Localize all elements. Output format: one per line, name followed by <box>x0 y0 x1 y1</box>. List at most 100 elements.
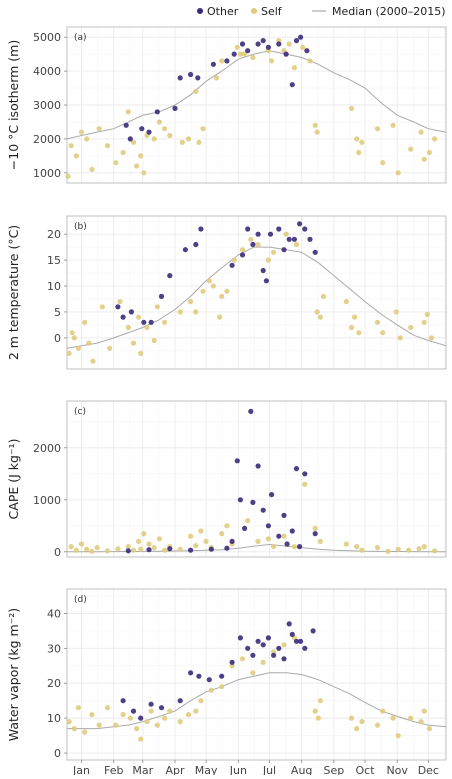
point-self-3-40 <box>374 545 381 551</box>
point-other-3-15 <box>265 523 271 529</box>
point-other-1-5 <box>154 109 160 115</box>
point-self-2-13 <box>136 314 142 320</box>
point-other-2-11 <box>229 262 235 268</box>
point-other-1-21 <box>293 38 300 44</box>
point-other-1-23 <box>304 48 310 54</box>
point-other-4-11 <box>229 659 235 665</box>
point-other-2-13 <box>245 226 251 232</box>
ytick-label-2-1: 0 <box>54 332 61 345</box>
point-self-2-18 <box>162 319 168 325</box>
point-self-2-32 <box>265 257 271 263</box>
panel-frame-4 <box>66 588 447 761</box>
point-self-1-47 <box>380 160 386 166</box>
legend-label-2: Self <box>261 5 283 18</box>
point-self-2-38 <box>320 293 327 299</box>
point-self-2-26 <box>219 293 225 299</box>
point-other-3-14 <box>260 507 266 513</box>
panel-tag-3: (c) <box>74 407 86 417</box>
point-self-3-25 <box>219 531 225 537</box>
point-self-3-38 <box>354 544 360 550</box>
point-self-3-22 <box>198 528 204 534</box>
point-self-2-6 <box>86 340 92 346</box>
point-other-1-14 <box>245 48 251 54</box>
panel-frame-3 <box>66 400 447 558</box>
point-other-1-16 <box>260 38 266 44</box>
point-self-4-11 <box>134 726 140 732</box>
point-self-1-29 <box>237 51 243 57</box>
point-self-1-8 <box>104 143 111 149</box>
legend-item-1: Other <box>197 5 239 18</box>
legend: Other Self Median (2000–2015) <box>197 5 446 18</box>
point-other-4-24 <box>298 638 304 644</box>
point-other-2-6 <box>158 293 165 299</box>
xtick-label-9: Sep <box>323 764 344 775</box>
point-self-1-10 <box>120 149 126 156</box>
point-self-1-50 <box>408 146 414 152</box>
point-other-3-3 <box>167 546 173 552</box>
point-other-3-17 <box>276 533 282 539</box>
point-self-3-43 <box>406 547 412 553</box>
point-self-1-13 <box>134 163 140 169</box>
point-self-2-45 <box>393 309 399 315</box>
point-self-3-28 <box>245 518 251 524</box>
panel-tag-1: (a) <box>74 33 87 43</box>
point-other-3-1 <box>125 548 131 554</box>
point-self-3-39 <box>359 547 365 553</box>
point-self-3-36 <box>317 538 323 545</box>
point-self-3-31 <box>271 544 277 550</box>
xtick-label-4: Apr <box>165 764 185 775</box>
point-self-4-42 <box>418 719 424 725</box>
point-self-4-39 <box>390 715 396 721</box>
point-self-4-40 <box>395 733 401 739</box>
point-other-4-19 <box>276 645 282 651</box>
point-self-3-12 <box>138 546 144 552</box>
point-self-1-23 <box>193 88 199 94</box>
point-self-2-35 <box>293 241 300 248</box>
ytick-label-3-2: 1000 <box>33 494 61 507</box>
point-self-1-39 <box>307 58 313 64</box>
point-other-3-2 <box>146 547 152 553</box>
point-other-3-21 <box>293 466 300 472</box>
ytick-label-2-3: 10 <box>47 280 61 293</box>
point-other-4-12 <box>237 635 243 641</box>
series-self-1 <box>65 38 438 179</box>
ytick-label-3-3: 2000 <box>33 442 61 455</box>
point-self-1-51 <box>418 129 424 135</box>
point-self-2-7 <box>90 358 96 364</box>
point-other-4-20 <box>281 656 287 662</box>
point-self-1-19 <box>162 126 168 132</box>
legend-item-3: Median (2000–2015) <box>312 5 446 18</box>
point-other-3-13 <box>255 463 261 469</box>
point-self-1-31 <box>250 54 256 61</box>
point-other-2-20 <box>281 247 287 253</box>
point-other-1-20 <box>289 82 295 88</box>
series-other-2 <box>115 221 318 325</box>
ylabel-4: Water vapor (kg m⁻²) <box>6 608 21 741</box>
point-self-1-4 <box>78 129 85 135</box>
point-self-4-18 <box>177 719 183 725</box>
point-self-1-37 <box>291 65 297 71</box>
point-self-4-34 <box>348 715 355 721</box>
point-self-3-30 <box>265 536 271 542</box>
point-other-3-20 <box>289 528 295 534</box>
xtick-label-11: Nov <box>386 764 408 775</box>
point-self-3-35 <box>312 525 318 532</box>
point-self-4-14 <box>148 708 154 714</box>
grid-3 <box>67 401 446 557</box>
point-other-2-17 <box>263 278 269 284</box>
panel-frame-2 <box>66 215 447 370</box>
ytick-label-2-5: 20 <box>47 228 61 241</box>
point-self-2-50 <box>428 335 435 341</box>
point-self-4-10 <box>127 715 133 721</box>
ytick-label-1-2: 2000 <box>33 133 61 146</box>
point-self-3-2 <box>73 547 79 553</box>
ytick-label-4-1: 0 <box>54 747 61 760</box>
point-other-2-18 <box>267 231 274 237</box>
point-self-3-23 <box>203 538 209 545</box>
point-self-1-27 <box>219 58 225 64</box>
panel-1: 1000 2000 3000 4000 5000 −10 °C isotherm (m) (… <box>6 26 447 184</box>
point-self-2-28 <box>231 257 237 263</box>
point-self-4-20 <box>193 708 199 714</box>
point-other-1-4 <box>146 129 152 135</box>
point-self-4-37 <box>374 722 381 728</box>
